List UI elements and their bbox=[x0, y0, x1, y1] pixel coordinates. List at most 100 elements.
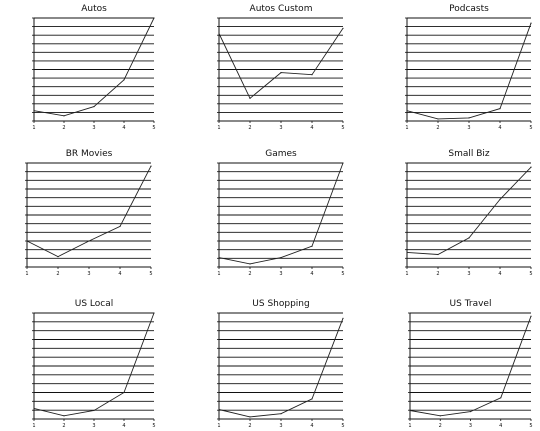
data-point bbox=[249, 263, 251, 265]
x-tick-label: 4 bbox=[498, 125, 501, 131]
x-tick-label: 2 bbox=[248, 125, 251, 131]
x-tick-label: 3 bbox=[467, 271, 470, 277]
data-point bbox=[218, 408, 220, 411]
data-point bbox=[530, 22, 532, 24]
x-tick-label: 2 bbox=[248, 271, 251, 277]
chart-panel-us-shopping: US Shopping 1 2 3 4 5 bbox=[217, 299, 345, 429]
x-tick-label: 4 bbox=[310, 125, 313, 131]
x-tick-label: 5 bbox=[341, 271, 344, 277]
x-tick-label: 1 bbox=[405, 125, 408, 131]
data-point bbox=[93, 105, 95, 108]
x-tick-label: 2 bbox=[248, 423, 251, 429]
x-tick-label: 1 bbox=[405, 271, 408, 277]
x-tick-label: 1 bbox=[32, 423, 35, 429]
data-point bbox=[469, 410, 472, 413]
data-point bbox=[249, 97, 251, 99]
data-point bbox=[33, 407, 35, 409]
x-tick-label: 1 bbox=[408, 423, 411, 429]
x-tick-label: 3 bbox=[87, 271, 90, 277]
data-point bbox=[280, 71, 282, 74]
x-tick-label: 1 bbox=[32, 125, 35, 131]
chart-panel-games: Games 1 2 3 4 5 bbox=[217, 149, 345, 277]
data-point bbox=[33, 110, 35, 112]
x-tick-label: 3 bbox=[467, 125, 470, 131]
x-tick-label: 2 bbox=[62, 423, 65, 429]
x-tick-label: 2 bbox=[436, 125, 439, 131]
series-line bbox=[218, 318, 344, 418]
chart-panel-podcasts: Podcasts 1 2 3 4 5 bbox=[405, 4, 533, 131]
data-point bbox=[530, 166, 532, 168]
chart-title: US Travel bbox=[450, 299, 492, 309]
data-point bbox=[26, 240, 28, 242]
x-tick-label: 3 bbox=[279, 125, 282, 131]
x-tick-label: 1 bbox=[217, 271, 220, 277]
data-point bbox=[150, 165, 152, 167]
data-point bbox=[88, 240, 90, 242]
data-point bbox=[311, 74, 313, 76]
x-tick-label: 1 bbox=[25, 271, 28, 277]
data-point bbox=[218, 32, 220, 35]
chart-panel-small-biz: Small Biz 1 2 3 4 5 bbox=[405, 149, 533, 277]
data-point bbox=[123, 391, 125, 394]
data-point bbox=[249, 416, 251, 418]
x-tick-label: 5 bbox=[529, 271, 532, 277]
chart-panel-autos: Autos 1 2 3 4 5 bbox=[32, 4, 156, 131]
data-point bbox=[468, 117, 470, 119]
data-point bbox=[499, 108, 501, 110]
chart-title: BR Movies bbox=[66, 149, 113, 159]
x-tick-label: 3 bbox=[92, 125, 95, 131]
x-tick-label: 3 bbox=[92, 423, 95, 429]
x-tick-label: 4 bbox=[122, 125, 125, 131]
x-tick-label: 5 bbox=[341, 125, 344, 131]
series-line bbox=[218, 162, 344, 265]
series-line bbox=[33, 312, 155, 417]
series-line bbox=[218, 28, 344, 100]
data-point bbox=[439, 415, 441, 417]
x-tick-label: 3 bbox=[279, 423, 282, 429]
x-tick-label: 4 bbox=[122, 423, 125, 429]
x-tick-label: 2 bbox=[439, 423, 442, 429]
data-point bbox=[93, 409, 95, 412]
data-point bbox=[311, 245, 313, 247]
x-tick-label: 1 bbox=[217, 423, 220, 429]
x-tick-label: 4 bbox=[499, 423, 502, 429]
x-tick-label: 4 bbox=[118, 271, 121, 277]
chart-title: US Shopping bbox=[252, 299, 309, 309]
data-point bbox=[499, 198, 501, 200]
data-point bbox=[468, 237, 470, 239]
x-tick-label: 2 bbox=[436, 271, 439, 277]
x-tick-label: 5 bbox=[529, 423, 532, 429]
data-point bbox=[530, 315, 532, 317]
series-line bbox=[26, 165, 152, 258]
x-tick-label: 3 bbox=[279, 271, 282, 277]
data-point bbox=[153, 312, 155, 314]
data-point bbox=[119, 225, 121, 228]
data-point bbox=[63, 115, 65, 117]
series-line bbox=[33, 17, 155, 117]
data-point bbox=[406, 110, 408, 112]
data-point bbox=[437, 118, 439, 120]
data-point bbox=[342, 27, 344, 29]
x-tick-label: 1 bbox=[217, 125, 220, 131]
chart-panel-us-travel: US Travel 1 2 3 4 5 bbox=[408, 299, 533, 429]
data-point bbox=[123, 79, 125, 81]
chart-panel-us-local: US Local 1 2 3 4 5 bbox=[32, 299, 156, 429]
chart-title: US Local bbox=[75, 299, 114, 309]
x-tick-label: 5 bbox=[341, 423, 344, 429]
chart-title: Podcasts bbox=[449, 4, 489, 14]
chart-panel-autos-custom: Autos Custom 1 2 3 4 5 bbox=[217, 4, 345, 131]
x-tick-label: 4 bbox=[310, 271, 313, 277]
data-point bbox=[63, 415, 65, 417]
data-point bbox=[406, 251, 408, 254]
chart-panel-br-movies: BR Movies 1 2 3 4 5 bbox=[25, 149, 153, 277]
data-point bbox=[500, 397, 502, 399]
data-point bbox=[342, 317, 344, 319]
chart-title: Small Biz bbox=[448, 149, 490, 159]
x-tick-label: 5 bbox=[152, 423, 155, 429]
data-point bbox=[280, 257, 282, 259]
x-tick-label: 4 bbox=[310, 423, 313, 429]
data-point bbox=[153, 17, 155, 19]
data-point bbox=[311, 398, 313, 400]
chart-title: Autos Custom bbox=[250, 4, 313, 14]
